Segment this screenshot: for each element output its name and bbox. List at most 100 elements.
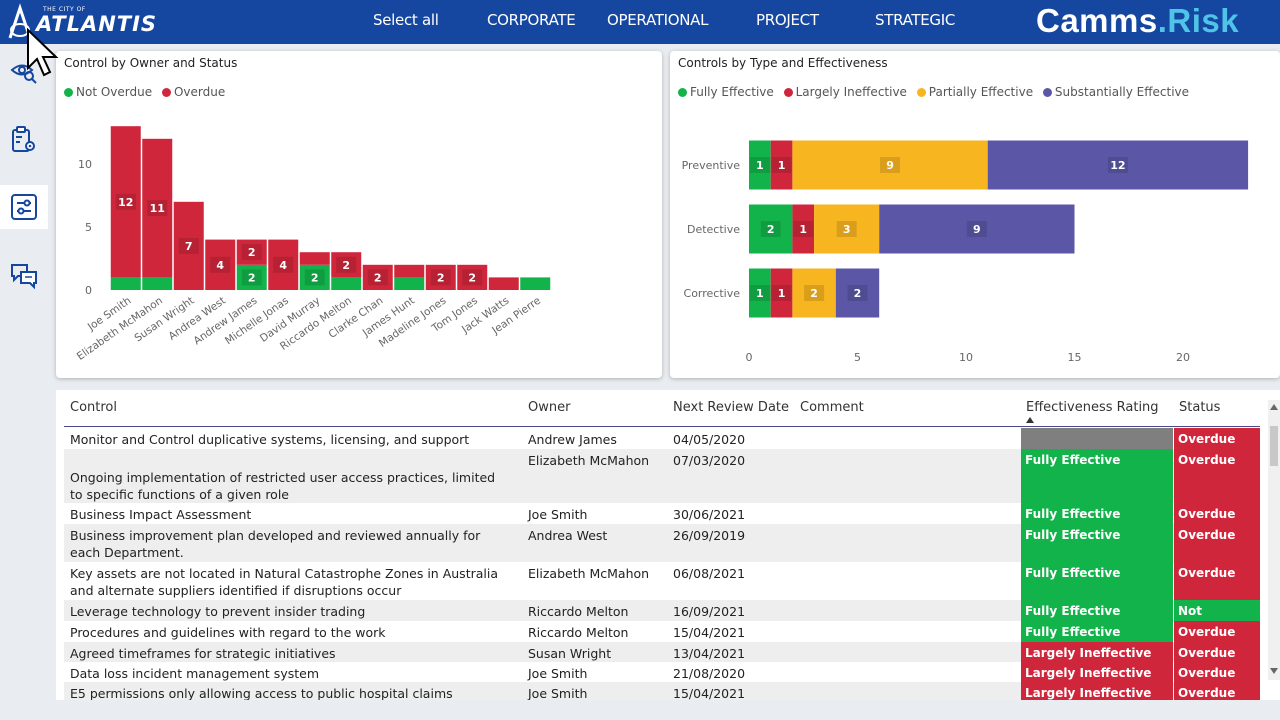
legend-partially-effective[interactable]: Partially Effective bbox=[916, 85, 1034, 99]
legend-substantially-effective[interactable]: Substantially Effective bbox=[1042, 85, 1189, 99]
bar-not-overdue-elizabeth-mcmahon bbox=[142, 277, 173, 290]
legend-label-partially-effective: Partially Effective bbox=[928, 85, 1034, 99]
data-label-substantially-effective-preventive: 12 bbox=[1110, 159, 1125, 172]
table-row[interactable]: Leverage technology to prevent insider t… bbox=[64, 600, 1260, 635]
legend-overdue[interactable]: Overdue bbox=[161, 85, 226, 99]
bar-not-overdue-jean-pierre bbox=[520, 277, 551, 290]
data-label-bg bbox=[367, 269, 388, 286]
data-label-largely-ineffective-preventive: 1 bbox=[778, 159, 786, 172]
bar-overdue-clarke-chan bbox=[362, 264, 393, 290]
data-label-bg bbox=[760, 221, 781, 237]
legend-dot-largely-ineffective bbox=[783, 88, 793, 97]
data-label-bg bbox=[210, 256, 231, 273]
data-label-not-overdue-andrew-james: 2 bbox=[248, 271, 256, 284]
sidebar-item-settings[interactable] bbox=[0, 185, 48, 229]
cell-next-review-date: 15/04/2021 bbox=[673, 686, 746, 700]
x-tick-label: 15 bbox=[1068, 351, 1082, 364]
legend-fully-effective[interactable]: Fully Effective bbox=[678, 85, 774, 99]
col-header-next-review-date[interactable]: Next Review Date bbox=[673, 400, 790, 415]
bar-overdue-andrea-west bbox=[205, 239, 236, 290]
x-tick-label: 10 bbox=[959, 351, 973, 364]
table-row[interactable]: Agreed timeframes for strategic initiati… bbox=[64, 642, 1260, 662]
city-logo[interactable]: THE CITY OF ATLANTIS bbox=[6, 2, 156, 42]
col-header-comment[interactable]: Comment bbox=[800, 400, 864, 415]
cell-control: Business improvement plan developed and … bbox=[70, 528, 481, 560]
nav-corporate[interactable]: CORPORATE bbox=[487, 11, 576, 29]
legend-dot-partially-effective bbox=[916, 88, 926, 97]
chat-bubbles-icon bbox=[11, 264, 37, 290]
cell-effectiveness-rating: Largely Ineffective bbox=[1021, 642, 1173, 662]
bar-overdue-madeline-jones bbox=[425, 264, 456, 290]
data-label-bg bbox=[804, 285, 825, 301]
data-label-fully-effective-corrective: 1 bbox=[756, 287, 764, 300]
eye-search-icon bbox=[10, 64, 37, 84]
table-row[interactable]: Monitor and Control duplicative systems,… bbox=[64, 428, 1260, 464]
sidebar-item-overview[interactable] bbox=[0, 50, 48, 94]
col-header-control[interactable]: Control bbox=[70, 400, 117, 415]
data-label-bg bbox=[462, 269, 483, 286]
cell-control: Business Impact Assessment bbox=[70, 507, 252, 522]
cell-status: Not Overdue bbox=[1174, 600, 1260, 635]
nav-select-all[interactable]: Select all bbox=[373, 11, 439, 29]
x-tick-label: 20 bbox=[1176, 351, 1190, 364]
cell-owner: Riccardo Melton bbox=[528, 604, 629, 619]
table-row[interactable]: E5 permissions only allowing access to p… bbox=[64, 682, 1260, 700]
data-label-overdue-michelle-jonas: 4 bbox=[279, 259, 287, 272]
cell-effectiveness-rating bbox=[1021, 428, 1173, 449]
data-label-bg bbox=[793, 221, 814, 237]
data-label-fully-effective-preventive: 1 bbox=[756, 159, 764, 172]
bar-fully-effective-detective bbox=[749, 204, 793, 254]
bar-overdue-riccardo-melton bbox=[331, 252, 362, 278]
data-label-bg bbox=[1107, 157, 1128, 173]
nav-strategic[interactable]: STRATEGIC bbox=[875, 11, 956, 29]
data-label-bg bbox=[304, 269, 325, 286]
data-label-bg bbox=[966, 221, 987, 237]
legend-largely-ineffective[interactable]: Largely Ineffective bbox=[783, 85, 907, 99]
scroll-up-icon[interactable] bbox=[1270, 404, 1278, 410]
data-label-bg bbox=[836, 221, 857, 237]
cell-next-review-date: 16/09/2021 bbox=[673, 604, 746, 619]
nav-operational[interactable]: OPERATIONAL bbox=[607, 11, 709, 29]
data-label-bg bbox=[771, 157, 792, 173]
data-label-overdue-riccardo-melton: 2 bbox=[342, 259, 350, 272]
table-row[interactable]: Data loss incident management system Joe … bbox=[64, 662, 1260, 682]
legend-label-overdue: Overdue bbox=[173, 85, 226, 99]
col-header-owner[interactable]: Owner bbox=[528, 400, 571, 415]
cell-control: Leverage technology to prevent insider t… bbox=[70, 604, 366, 619]
legend-dot-overdue bbox=[161, 88, 171, 97]
data-label-bg bbox=[336, 256, 357, 273]
table-row[interactable]: Procedures and guidelines with regard to… bbox=[64, 621, 1260, 642]
col-header-status[interactable]: Status bbox=[1179, 400, 1221, 415]
col-header-effectiveness-rating[interactable]: Effectiveness Rating bbox=[1026, 400, 1159, 415]
sort-ascending-icon[interactable] bbox=[1026, 417, 1034, 423]
legend-dot-substantially-effective bbox=[1042, 88, 1052, 97]
scroll-down-icon[interactable] bbox=[1270, 668, 1278, 674]
cell-control: Procedures and guidelines with regard to… bbox=[70, 625, 386, 640]
sliders-icon bbox=[11, 194, 37, 220]
scrollbar-thumb[interactable] bbox=[1270, 426, 1278, 466]
data-label-overdue-joe-smith: 12 bbox=[118, 196, 133, 209]
sidebar-item-controls[interactable] bbox=[0, 118, 48, 162]
table-scrollbar[interactable] bbox=[1268, 400, 1280, 680]
nav-project[interactable]: PROJECT bbox=[756, 11, 819, 29]
table-row[interactable]: Business improvement plan developed and … bbox=[64, 524, 1260, 562]
bar-fully-effective-preventive bbox=[749, 140, 771, 190]
cell-control: Agreed timeframes for strategic initiati… bbox=[70, 646, 336, 661]
bar-overdue-james-hunt bbox=[394, 264, 425, 278]
cell-owner: Joe Smith bbox=[528, 686, 588, 700]
legend-not-overdue[interactable]: Not Overdue bbox=[64, 85, 152, 99]
sidebar-item-comments[interactable] bbox=[0, 254, 48, 298]
brand-main: Camms bbox=[1036, 2, 1158, 39]
cell-next-review-date: 26/09/2019 bbox=[673, 528, 746, 543]
type-effectiveness-chart-panel: Controls by Type and Effectiveness Fully… bbox=[670, 51, 1280, 378]
cell-effectiveness-rating: Fully Effective bbox=[1021, 621, 1173, 642]
cell-next-review-date: 07/03/2020 bbox=[673, 453, 746, 468]
table-row[interactable]: Key assets are not located in Natural Ca… bbox=[64, 562, 1260, 600]
table-row[interactable]: Business Impact Assessment Joe Smith 30/06… bbox=[64, 503, 1260, 524]
cell-effectiveness-rating: Fully Effective bbox=[1021, 449, 1173, 503]
y-tick-label-detective: Detective bbox=[687, 223, 740, 236]
data-label-bg bbox=[147, 200, 168, 217]
bar-not-overdue-riccardo-melton bbox=[331, 277, 362, 290]
table-row[interactable]: Ongoing implementation of restricted use… bbox=[64, 449, 1260, 503]
mouse-cursor-icon bbox=[27, 28, 59, 77]
